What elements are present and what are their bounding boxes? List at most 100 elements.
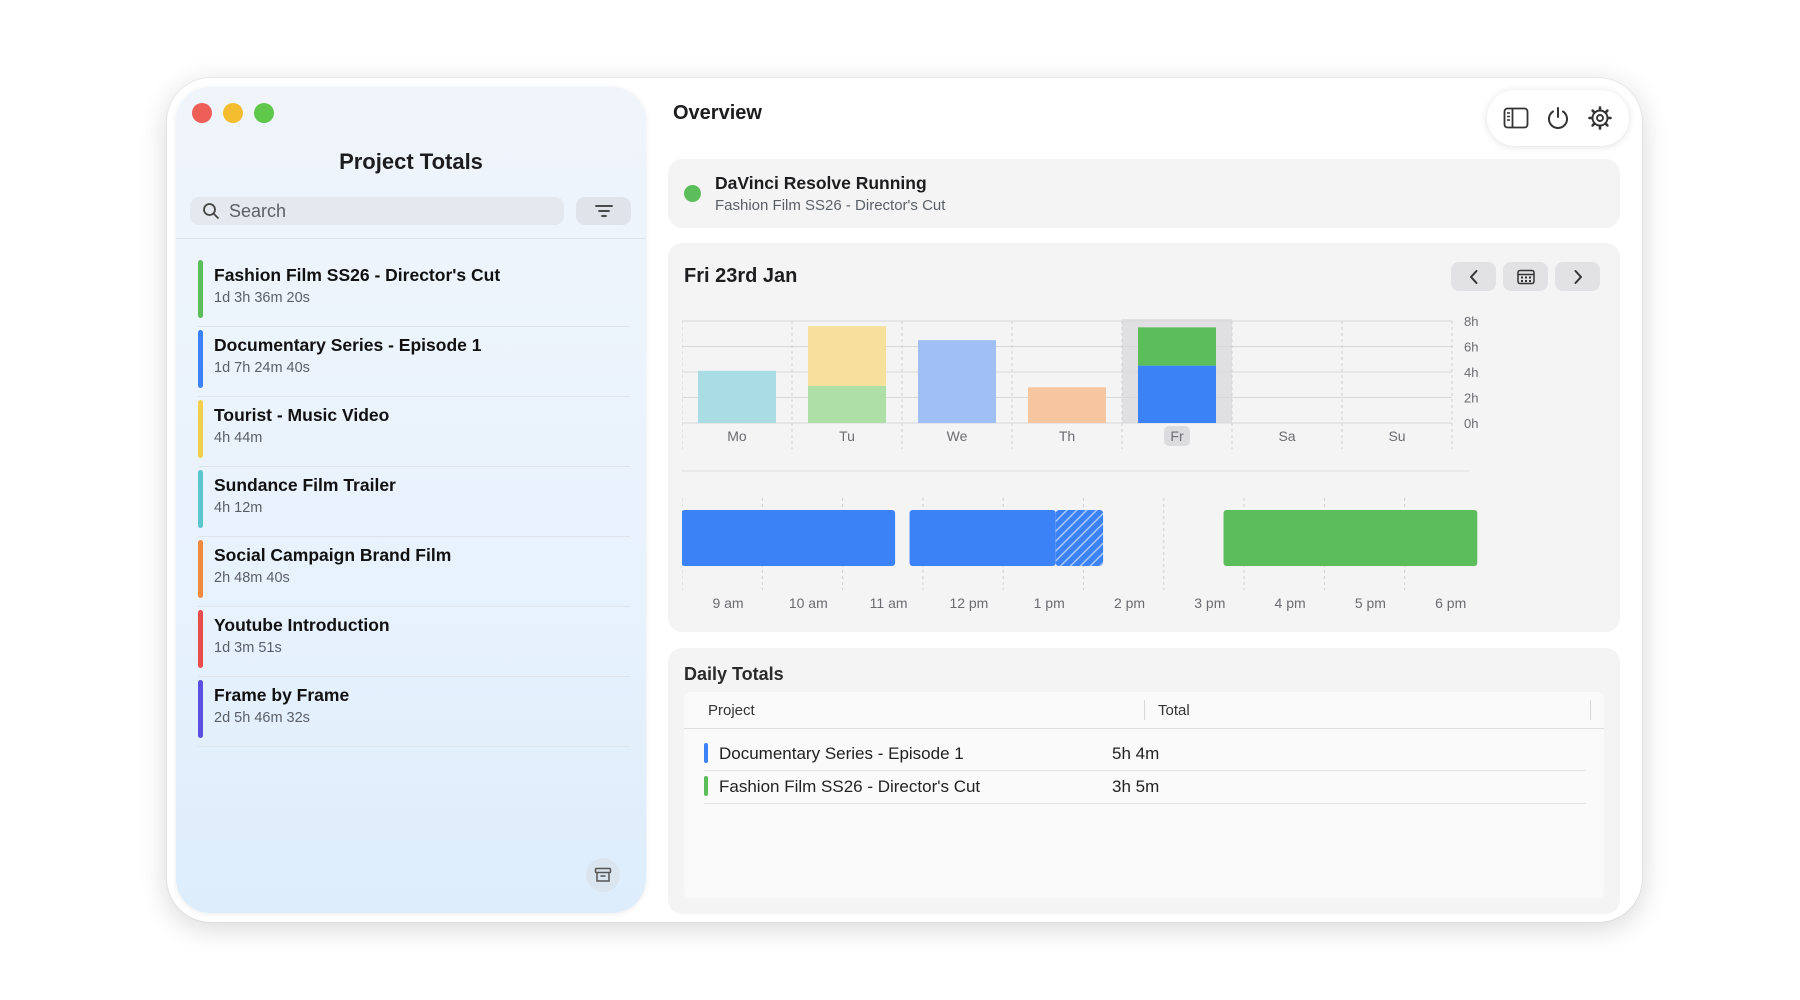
- settings-button[interactable]: [1583, 101, 1617, 135]
- gear-icon: [1588, 106, 1612, 130]
- minimize-window-button[interactable]: [223, 103, 243, 123]
- row-project-name: Documentary Series - Episode 1: [719, 744, 964, 763]
- table-row[interactable]: Fashion Film SS26 - Director's Cut 3h 5m: [704, 771, 1586, 804]
- row-color-bar: [704, 776, 708, 796]
- x-tick-label: Fr: [1170, 428, 1184, 444]
- daily-totals-card: Daily Totals Project Total Documentary S…: [668, 648, 1620, 914]
- running-status-dot: [684, 185, 701, 202]
- power-icon: [1548, 107, 1568, 129]
- project-name: Youtube Introduction: [214, 615, 390, 635]
- project-color-bar: [198, 330, 203, 388]
- calendar-icon: [1516, 269, 1535, 284]
- table-row[interactable]: Documentary Series - Episode 1 5h 4m: [704, 738, 1586, 771]
- project-color-bar: [198, 400, 203, 458]
- y-tick-label: 8h: [1464, 314, 1478, 329]
- y-tick-label: 0h: [1464, 416, 1478, 431]
- hour-label: 11 am: [870, 595, 908, 611]
- hour-label: 4 pm: [1275, 595, 1306, 611]
- archive-button[interactable]: [586, 858, 620, 892]
- status-title: DaVinci Resolve Running: [715, 173, 927, 193]
- bar-segment-mo: [698, 370, 776, 423]
- next-day-button[interactable]: [1555, 262, 1600, 291]
- filter-button[interactable]: [576, 197, 631, 225]
- project-duration: 1d 3h 36m 20s: [214, 290, 310, 306]
- bar-segment-tu: [808, 386, 886, 423]
- search-icon: [203, 203, 219, 219]
- hour-label: 5 pm: [1355, 595, 1386, 611]
- project-duration: 4h 44m: [214, 430, 263, 446]
- table-header: Project Total: [684, 692, 1604, 729]
- timeline-block: [909, 510, 1056, 566]
- project-duration: 1d 3m 51s: [214, 640, 282, 656]
- hour-label: 2 pm: [1114, 595, 1145, 611]
- bar-segment-tu: [808, 326, 886, 387]
- row-color-bar: [704, 743, 708, 763]
- project-color-bar: [198, 610, 203, 668]
- row-project-name: Fashion Film SS26 - Director's Cut: [719, 777, 981, 796]
- column-header-project[interactable]: Project: [708, 702, 755, 719]
- toggle-sidebar-button[interactable]: [1499, 101, 1533, 135]
- project-item[interactable]: Documentary Series - Episode 1 1d 7h 24m…: [198, 327, 630, 397]
- x-tick-label: Tu: [839, 428, 855, 444]
- hour-label: 10 am: [789, 595, 828, 611]
- previous-day-button[interactable]: [1451, 262, 1496, 291]
- project-color-bar: [198, 680, 203, 738]
- project-duration: 4h 12m: [214, 500, 263, 516]
- project-name: Fashion Film SS26 - Director's Cut: [214, 265, 501, 285]
- timeline-block: [1223, 510, 1478, 566]
- status-subtitle: Fashion Film SS26 - Director's Cut: [715, 197, 946, 214]
- selected-day-badge: [1164, 426, 1190, 446]
- chevron-left-icon: [1469, 269, 1477, 284]
- x-tick-label: Th: [1059, 428, 1075, 444]
- sidebar-title: Project Totals: [339, 149, 483, 174]
- x-tick-label: Su: [1388, 428, 1405, 444]
- project-item[interactable]: Tourist - Music Video 4h 44m: [198, 397, 630, 467]
- project-name: Frame by Frame: [214, 685, 350, 705]
- bar-segment-th: [1028, 387, 1106, 423]
- sidebar: Project Totals Fashion Film SS26 - Direc…: [176, 87, 646, 913]
- calendar-picker-button[interactable]: [1503, 262, 1548, 291]
- column-separator: [1590, 700, 1591, 720]
- weekly-bar-chart: 8h 6h 4h 2h 0h Mo Tu We Th Fr Sa Su: [682, 314, 1478, 472]
- bar-segment-fr: [1138, 327, 1216, 366]
- daily-timeline-chart: 9 am 10 am 11 am 12 pm 1 pm 2 pm 3 pm 4 pm 5 pm 6…: [682, 498, 1478, 611]
- project-item[interactable]: Youtube Introduction 1d 3m 51s: [198, 607, 630, 677]
- sidebar-divider: [176, 238, 646, 239]
- project-item[interactable]: Frame by Frame 2d 5h 46m 32s: [198, 677, 630, 747]
- toolbar: [1487, 90, 1629, 146]
- filter-icon: [594, 205, 613, 217]
- project-duration: 2h 48m 40s: [214, 570, 290, 586]
- project-item[interactable]: Sundance Film Trailer 4h 12m: [198, 467, 630, 537]
- project-item[interactable]: Fashion Film SS26 - Director's Cut 1d 3h…: [198, 257, 630, 327]
- project-item[interactable]: Social Campaign Brand Film 2h 48m 40s: [198, 537, 630, 607]
- calendar-card: Fri 23rd Jan 8h 6h 4h 2h 0h Mo Tu We Th Fr Sa Su 9 …: [668, 243, 1620, 632]
- project-list: Fashion Film SS26 - Director's Cut 1d 3h…: [198, 257, 630, 747]
- power-button[interactable]: [1541, 101, 1575, 135]
- project-name: Social Campaign Brand Film: [214, 545, 452, 565]
- project-name: Documentary Series - Episode 1: [214, 335, 482, 355]
- hour-label: 6 pm: [1435, 595, 1466, 611]
- project-duration: 2d 5h 46m 32s: [214, 710, 310, 726]
- hour-label: 9 am: [712, 595, 743, 611]
- timeline-block: [682, 510, 896, 566]
- hour-label: 1 pm: [1034, 595, 1065, 611]
- status-card: DaVinci Resolve Running Fashion Film SS2…: [668, 159, 1620, 228]
- column-separator: [1144, 700, 1145, 720]
- search-field[interactable]: [190, 197, 564, 225]
- search-input[interactable]: [229, 200, 529, 222]
- column-header-total[interactable]: Total: [1158, 702, 1190, 719]
- bar-segment-we: [918, 340, 996, 423]
- project-color-bar: [198, 260, 203, 318]
- row-total: 5h 4m: [1112, 744, 1160, 763]
- x-tick-label: Mo: [727, 428, 747, 444]
- close-window-button[interactable]: [192, 103, 212, 123]
- y-tick-label: 4h: [1464, 365, 1478, 380]
- hour-label: 3 pm: [1194, 595, 1225, 611]
- bar-segment-fr: [1138, 365, 1216, 423]
- y-tick-label: 2h: [1464, 391, 1478, 406]
- project-name: Tourist - Music Video: [214, 405, 390, 425]
- zoom-window-button[interactable]: [254, 103, 274, 123]
- daily-totals-title: Daily Totals: [684, 664, 784, 684]
- app-window: Project Totals Fashion Film SS26 - Direc…: [167, 78, 1642, 922]
- window-controls: [192, 103, 274, 123]
